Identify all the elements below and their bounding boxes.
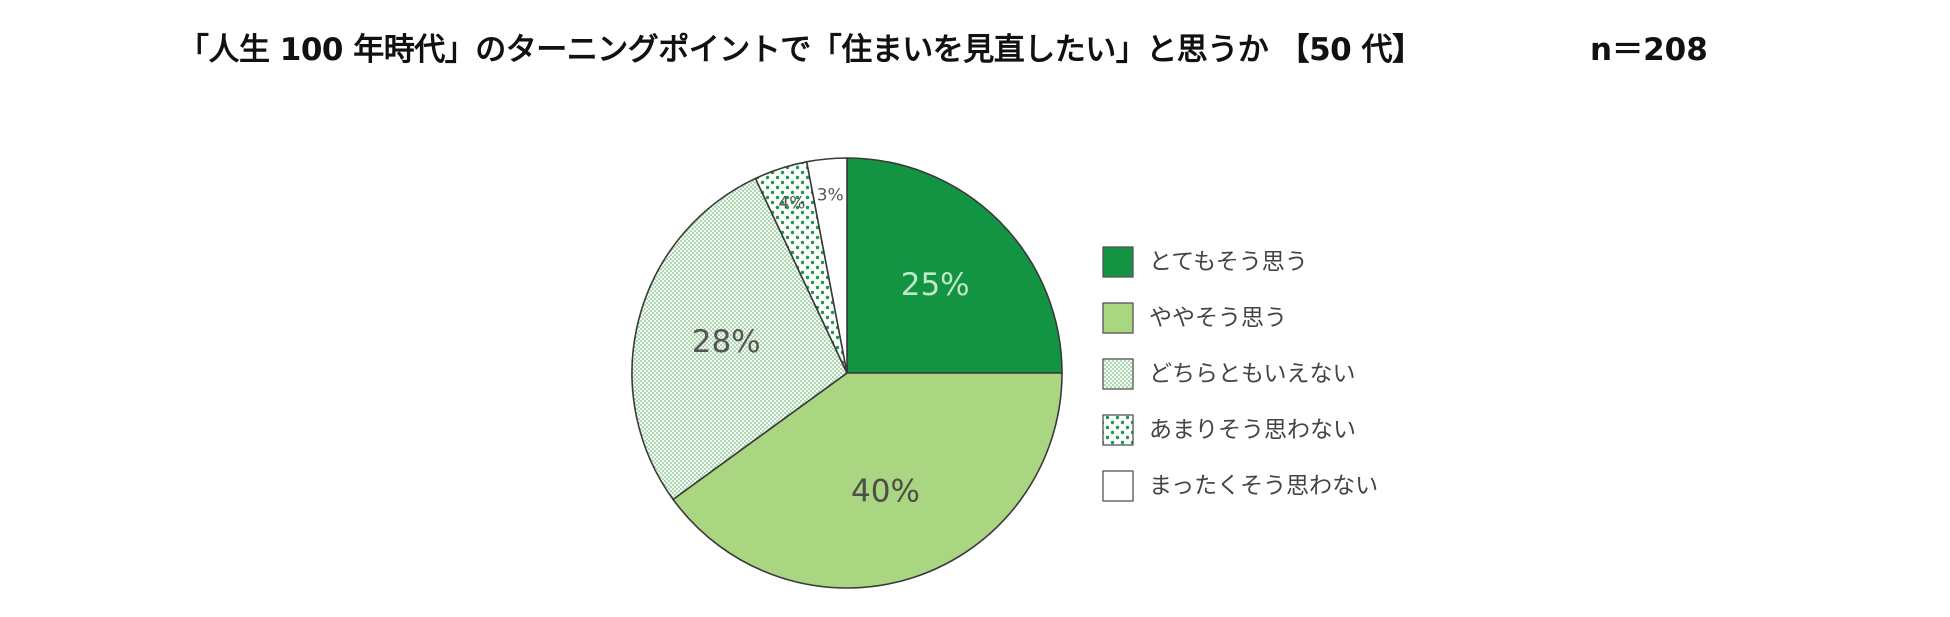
legend-swatch-5 (1102, 470, 1134, 502)
legend-label-3: どちらともいえない (1149, 361, 1356, 387)
sample-size: n＝208 (1590, 32, 1708, 68)
pie-slice-5 (805, 157, 848, 374)
legend-swatch-1 (1102, 246, 1134, 278)
pie-slice-label-4: 4% (778, 193, 805, 213)
pie-slice-label-3: 28% (692, 324, 761, 360)
legend-label-4: あまりそう思わない (1149, 417, 1356, 443)
chart-title: 「人生 100 年時代」のターニングポイントで「住まいを見直したい」と思うか 【… (178, 32, 1423, 68)
pie-slice-2 (671, 372, 1063, 589)
pie-slice-label-5: 3% (817, 185, 844, 205)
pie-slice-label-1: 25% (901, 267, 970, 303)
pie-slice-1 (846, 157, 1063, 374)
legend-label-5: まったくそう思わない (1149, 473, 1378, 499)
pie-slice-label-2: 40% (851, 474, 920, 510)
pie-slice-labels: 25% 40% 28% 4% 3% (692, 185, 970, 509)
legend-swatch-4 (1102, 414, 1134, 446)
legend: とてもそう思うややそう思うどちらともいえないあまりそう思わないまったくそう思わな… (1102, 246, 1378, 502)
legend-swatch-2 (1102, 302, 1134, 334)
pie-slices (631, 157, 1063, 589)
pie-slice-3 (631, 177, 849, 501)
legend-label-2: ややそう思う (1149, 305, 1287, 331)
legend-swatch-3 (1102, 358, 1134, 390)
legend-label-1: とてもそう思う (1149, 249, 1308, 275)
